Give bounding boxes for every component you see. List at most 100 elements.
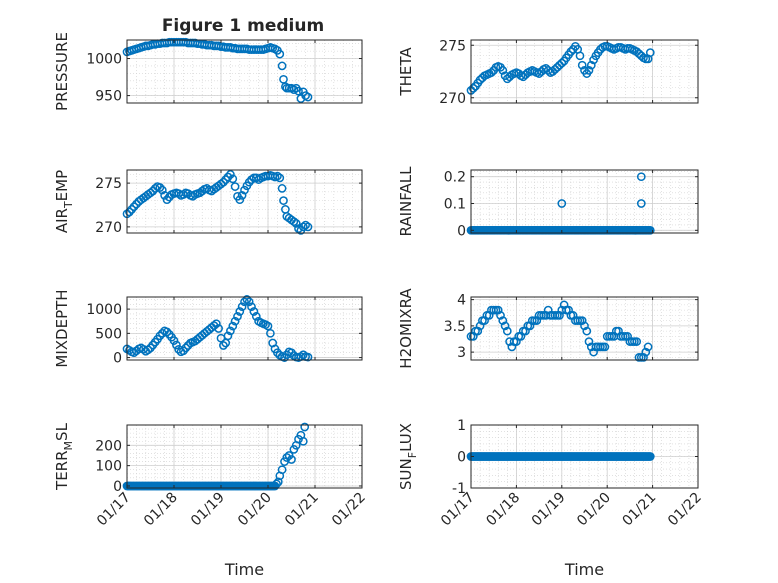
h2omixra-data-point <box>632 337 642 346</box>
h2omixra-axes-box <box>470 296 699 361</box>
air-temp-data-point <box>132 199 141 209</box>
h2omixra-data-point <box>600 342 610 352</box>
air-temp-data-point <box>294 224 303 233</box>
h2omixra-data-point <box>559 300 569 310</box>
theta-y-tick-label: 275 <box>439 38 466 54</box>
terr-msl-axes-box <box>126 424 363 489</box>
mixdepth-data-point <box>181 343 191 353</box>
mixdepth-axes-box <box>126 296 363 361</box>
air-temp-axes-box <box>126 169 363 234</box>
mixdepth-data-point <box>242 295 252 304</box>
h2omixra-data-point <box>475 321 485 331</box>
air-temp-y-tick-label: 270 <box>95 220 122 236</box>
mixdepth-data-point <box>169 336 179 345</box>
rainfall-axes-box <box>470 169 699 234</box>
h2omixra-data-point <box>580 321 589 331</box>
air-temp-data-point <box>146 188 155 198</box>
mixdepth-data-point <box>249 307 259 316</box>
h2omixra-data-point <box>568 311 578 320</box>
air-temp-data-point <box>289 217 299 226</box>
air-temp-data-point <box>303 222 313 232</box>
h2omixra-data-point <box>473 326 483 336</box>
rainfall-y-tick-label: 0.1 <box>444 197 466 213</box>
h2omixra-data-point <box>498 316 508 325</box>
rainfall-data-point <box>636 199 646 208</box>
mixdepth-data-point <box>298 350 308 360</box>
panel-rainfall: 0 0.1 0.2 RAINFALL <box>397 166 699 239</box>
mixdepth-data-point <box>228 321 238 331</box>
mixdepth-data-point <box>230 316 240 326</box>
air-temp-data-point <box>129 202 139 212</box>
h2omixra-data-point <box>614 326 623 336</box>
air-temp-data-point <box>279 196 288 205</box>
terr-msl-y-tick-label: 0 <box>113 479 122 495</box>
rainfall-y-axis-label: RAINFALL <box>397 166 415 237</box>
terr-msl-data-point <box>287 455 296 464</box>
air-temp-data-point <box>226 170 235 179</box>
panel-pressure: 950 1000 PRESSURE <box>53 32 363 111</box>
h2omixra-data-point <box>525 321 535 331</box>
mixdepth-data-point <box>251 312 261 321</box>
panel-h2omixra: 3 3.5 4 H2OMIXRA <box>397 288 699 369</box>
h2omixra-y-tick-label: 3.5 <box>444 319 466 335</box>
air-temp-data-point <box>244 177 254 187</box>
air-temp-data-point <box>298 222 308 232</box>
air-temp-data-point <box>228 174 238 184</box>
mixdepth-data-point <box>303 352 313 362</box>
theta-data-point <box>575 51 585 61</box>
h2omixra-data-point <box>493 305 503 315</box>
mixdepth-y-tick-label: 1000 <box>86 302 122 318</box>
mixdepth-data-point <box>162 327 172 337</box>
rainfall-data-point <box>645 225 655 235</box>
theta-y-axis-label: THETA <box>397 47 415 97</box>
air-temp-data-point <box>155 183 165 192</box>
air-temp-data-point <box>216 179 226 189</box>
h2omixra-data-point <box>512 337 521 346</box>
sun-flux-data-point <box>645 452 655 461</box>
air-temp-data-point <box>157 185 167 195</box>
panel-mixdepth: 0 500 1000 MIXDEPTH <box>53 289 363 368</box>
panel-theta: 270 275 THETA <box>397 38 699 107</box>
panel-air-temp: 270 275 AIRTEMP <box>53 169 363 236</box>
air-temp-data-point <box>273 171 282 181</box>
pressure-y-tick-label: 1000 <box>86 52 122 68</box>
h2omixra-data-point <box>516 332 526 341</box>
theta-data-point <box>468 83 478 93</box>
air-temp-data-point <box>277 184 287 193</box>
rainfall-data-point <box>557 199 567 208</box>
air-temp-data-point <box>230 182 240 191</box>
h2omixra-data-point <box>532 316 542 325</box>
theta-axes-box <box>470 39 699 104</box>
mixdepth-data-point <box>244 297 254 307</box>
h2omixra-data-point <box>484 311 494 320</box>
theta-y-tick-label: 270 <box>439 91 466 107</box>
terr-msl-y-tick-label: 100 <box>95 459 122 475</box>
pressure-axes-box <box>126 39 363 104</box>
mixdepth-y-tick-label: 500 <box>95 326 122 342</box>
air-temp-data-point <box>148 186 158 196</box>
air-temp-data-point <box>235 195 245 205</box>
rainfall-data-point <box>636 172 646 182</box>
air-temp-data-point <box>275 173 285 183</box>
pressure-y-tick-label: 950 <box>95 89 122 105</box>
h2omixra-data-point <box>502 326 512 336</box>
theta-data-point <box>645 48 655 57</box>
figure-title: Figure 1 medium <box>162 16 324 36</box>
theta-data-point <box>498 66 508 75</box>
pressure-data-point <box>275 49 285 59</box>
air-temp-data-point <box>162 195 172 205</box>
h2omixra-data-point <box>521 326 530 336</box>
h2omixra-data-point <box>496 311 505 320</box>
mixdepth-data-point <box>247 302 256 312</box>
theta-data-point <box>584 66 594 75</box>
air-temp-y-axis-label: AIRTEMP <box>53 170 75 233</box>
pressure-data-point <box>294 86 303 96</box>
air-temp-data-point <box>223 172 233 182</box>
sun-flux-y-tick-label: 1 <box>457 418 466 434</box>
h2omixra-data-point <box>584 337 594 346</box>
pressure-data-point <box>303 92 313 102</box>
rainfall-y-tick-label: 0.2 <box>444 170 466 186</box>
mixdepth-data-point <box>172 340 181 350</box>
theta-data-point <box>577 60 587 70</box>
